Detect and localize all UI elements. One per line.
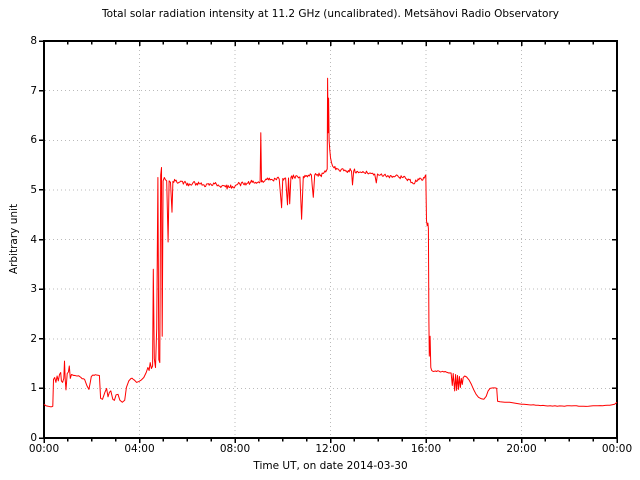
y-tick-label: 2: [30, 332, 37, 345]
y-tick-label: 0: [30, 432, 37, 444]
x-tick-label: 16:00: [410, 443, 442, 455]
x-tick-label: 04:00: [124, 443, 155, 455]
y-tick-label: 7: [30, 84, 37, 97]
chart-title: Total solar radiation intensity at 11.2 …: [101, 8, 560, 20]
x-tick-label: 08:00: [219, 443, 251, 455]
y-tick-label: 8: [30, 35, 37, 47]
y-tick-label: 3: [30, 283, 37, 296]
plot-border: [43, 40, 618, 439]
x-axis-label: Time UT, on date 2014-03-30: [253, 460, 408, 472]
y-tick-label: 5: [30, 183, 37, 196]
y-tick-label: 4: [30, 233, 37, 246]
y-tick-label: 6: [30, 134, 37, 147]
x-tick-label: 20:00: [506, 443, 537, 455]
x-tick-label: 00:00: [28, 443, 60, 455]
y-tick-label: 1: [30, 382, 37, 395]
x-tick-label: 12:00: [315, 443, 346, 455]
data-series-line: [43, 77, 618, 408]
x-tick-label: 00:00: [601, 443, 633, 455]
